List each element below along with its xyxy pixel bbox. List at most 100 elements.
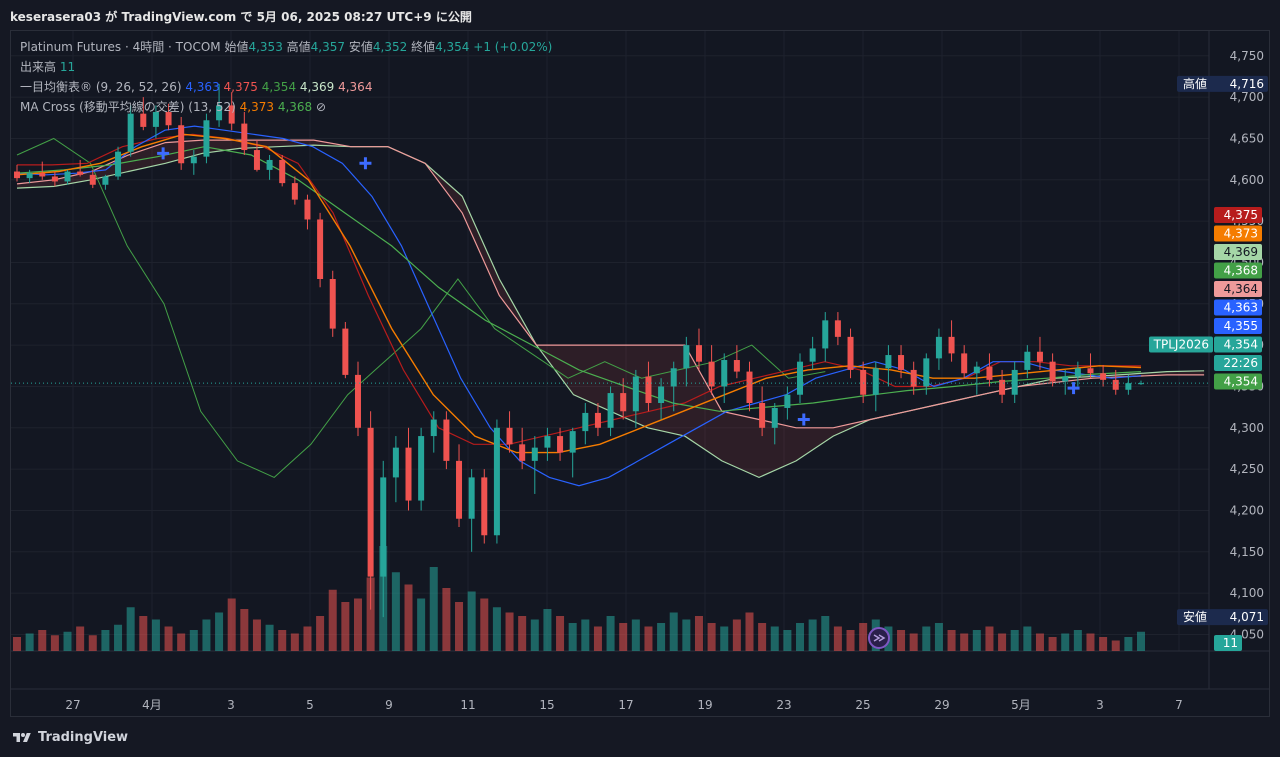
candle-body — [1049, 361, 1056, 382]
volume-bar — [556, 616, 565, 651]
price-marker-tag: 4,364 — [1224, 282, 1258, 296]
open-value: 4,353 — [248, 40, 283, 54]
candle-body — [279, 159, 286, 184]
time-tick-label: 3 — [227, 698, 235, 712]
volume-bar — [960, 633, 969, 651]
low-value-tag: 4,071 — [1230, 610, 1264, 624]
candlestick-chart[interactable]: 4,7504,7004,6504,6004,5504,5004,4504,400… — [11, 31, 1269, 716]
price-marker-tag-bg — [1214, 355, 1262, 371]
candle-body — [809, 348, 816, 362]
volume-bar — [50, 635, 59, 651]
ma-cross-icon — [359, 157, 372, 170]
candle-body — [392, 447, 399, 478]
high-label: 高値 — [286, 40, 311, 54]
candle-body — [430, 419, 437, 437]
volume-bar — [543, 609, 552, 651]
candle-body — [354, 374, 361, 428]
senkou-span-b-line — [16, 139, 1205, 429]
ma-slow-value: 4,368 — [277, 100, 313, 114]
legend-ma-row[interactable]: MA Cross (移動平均線の交差) (13, 52) 4,373 4,368… — [20, 97, 552, 117]
volume-bar — [114, 624, 123, 651]
candle-body — [948, 336, 955, 354]
legend-symbol-row[interactable]: Platinum Futures · 4時間 · TOCOM 始値4,353 高… — [20, 37, 552, 57]
candle-body — [519, 444, 526, 461]
ma-cross-icon — [797, 413, 810, 426]
candle-body — [89, 174, 96, 185]
price-marker-tag-bg — [1214, 336, 1262, 353]
volume-bar — [758, 623, 767, 651]
volume-bar — [745, 612, 754, 651]
high-value-tag-bg — [1208, 75, 1268, 92]
volume-bar — [13, 637, 21, 651]
volume-bar — [429, 567, 438, 651]
volume-bar — [518, 616, 527, 651]
time-tick-label: 25 — [855, 698, 870, 712]
legend-volume-row[interactable]: 出来高 11 — [20, 57, 552, 77]
time-tick-label: 15 — [539, 698, 554, 712]
publish-header: keserasera03 が TradingView.com で 5月 06, … — [0, 0, 1280, 30]
symbol-name[interactable]: Platinum Futures · 4時間 · TOCOM — [20, 40, 221, 54]
price-marker-tag-bg — [1214, 318, 1262, 334]
candle-body — [1112, 379, 1119, 390]
volume-bar — [215, 612, 224, 651]
candle-body — [380, 477, 387, 577]
volume-bar — [316, 616, 325, 651]
price-marker-tag: 4,375 — [1224, 208, 1258, 222]
low-label-tag-bg — [1177, 609, 1211, 626]
candle-body — [1011, 369, 1018, 395]
candle-body — [418, 436, 425, 501]
candle-body — [77, 171, 84, 175]
volume-bar — [998, 633, 1007, 651]
hidden-eye-icon[interactable]: ⊘ — [316, 100, 327, 114]
candle-body — [746, 371, 753, 403]
chart-frame[interactable]: 4,7504,7004,6504,6004,5504,5004,4504,400… — [10, 30, 1270, 717]
volume-bar — [619, 623, 628, 651]
price-marker-tag-bg — [1214, 373, 1262, 390]
candle-body — [544, 436, 551, 448]
volume-bar — [657, 623, 666, 651]
candle-body — [632, 376, 639, 412]
ichimoku-label[interactable]: 一目均衡表® (9, 26, 52, 26) — [20, 80, 182, 94]
volume-bar — [947, 630, 956, 651]
volume-bar — [1061, 633, 1070, 651]
publish-text: keserasera03 が TradingView.com で 5月 06, … — [10, 10, 472, 24]
legend-ichimoku-row[interactable]: 一目均衡表® (9, 26, 52, 26) 4,363 4,375 4,354… — [20, 77, 552, 97]
ma-cross-label[interactable]: MA Cross (移動平均線の交差) (13, 52) — [20, 100, 236, 114]
tradingview-brand[interactable]: TradingView — [12, 730, 128, 745]
volume-bar — [480, 598, 489, 651]
volume-bar — [265, 624, 274, 651]
volume-bar — [1111, 640, 1120, 651]
brand-name: TradingView — [38, 730, 129, 745]
volume-bar — [1137, 631, 1145, 651]
candle-body — [771, 407, 778, 428]
close-label: 終値 — [411, 40, 436, 54]
candle-body — [860, 369, 867, 395]
candle-body — [329, 279, 336, 329]
price-marker-tag: 4,355 — [1224, 319, 1258, 333]
price-tick-label: 4,250 — [1230, 462, 1264, 476]
candle-body — [607, 393, 614, 428]
high-value-tag: 4,716 — [1230, 77, 1264, 91]
volume-bar — [1086, 633, 1095, 651]
volume-bar — [76, 626, 85, 651]
volume-bar — [796, 623, 805, 651]
price-marker-tag-bg — [1214, 299, 1262, 316]
price-tick-label: 4,600 — [1230, 173, 1264, 187]
volume-bar — [821, 616, 830, 651]
volume-bar — [833, 626, 842, 651]
symbol-tag-bg — [1149, 336, 1213, 353]
candle-body — [1024, 351, 1031, 370]
volume-bar — [227, 598, 236, 651]
high-label-tag: 高値 — [1183, 76, 1207, 91]
time-tick-label: 17 — [618, 698, 633, 712]
candle-body — [1100, 373, 1107, 380]
candle-body — [228, 105, 235, 124]
candle-body — [847, 336, 854, 370]
candle-body — [26, 173, 33, 179]
open-label: 始値 — [224, 40, 249, 54]
candle-body — [102, 176, 109, 185]
candle-body — [203, 120, 210, 157]
kijun-value: 4,375 — [223, 80, 258, 94]
candle-body — [405, 447, 412, 501]
close-value: 4,354 — [435, 40, 470, 54]
